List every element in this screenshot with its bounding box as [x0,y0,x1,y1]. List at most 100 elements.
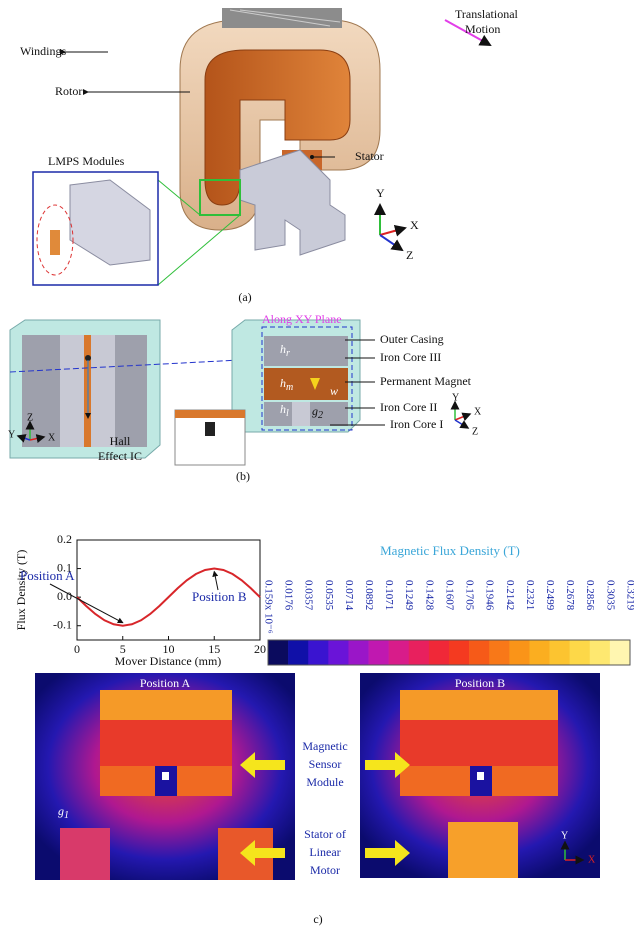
caption: (a) [238,290,251,304]
axis-label: X [588,854,596,865]
panel-b: Along XY Plane hr hm hl w g2 Outer Casin… [8,312,482,483]
label: LMPS Modules [48,154,125,168]
colorbar-cell [348,640,368,665]
colorbar-label: 0.2321 [524,580,536,610]
x-tick-label: 5 [120,642,126,656]
label: Windings [20,44,67,58]
axis-label: X [474,406,482,417]
colorbar-label: 0.1607 [443,580,455,611]
label: Rotor [55,84,82,98]
label: Permanent Magnet [380,374,472,388]
x-tick-label: 10 [163,642,175,656]
core-b-top [400,690,558,720]
axis-label: Y [8,429,15,440]
label: Stator [355,149,384,163]
colorbar-cell [509,640,529,665]
colorbar-label: 0.1705 [464,580,476,611]
axis-label: Y [561,830,568,841]
inset-sensor [50,230,60,255]
label: Sensor [309,757,342,771]
colorbar-label: 0.0357 [303,580,315,611]
label: Stator of [304,827,346,841]
colorbar-cell [550,640,570,665]
colorbar-cell [409,640,429,665]
dim-sub: l [286,408,289,419]
hall-a [162,772,169,780]
label: Motion [465,22,500,36]
colorbar-label: 0.2678 [564,580,576,611]
figure: Windings Translational Motion Rotor Stat… [0,0,634,933]
colorbar-label: 0.2142 [504,580,516,610]
colorbar-cell [449,640,469,665]
axis-label: Z [27,412,33,423]
dim-sub: 1 [64,810,69,821]
colorbar-cell [610,640,630,665]
label: Hall [110,434,131,448]
axis-arrow [380,235,402,250]
magnet-b [400,720,558,766]
colorbar-label: 0.0535 [323,580,335,611]
colorbar-cell [288,640,308,665]
axis-arrow [380,228,405,235]
colorbar-label: 0.0176 [283,580,295,611]
flux-chart: Flux Density (T) Mover Distance (mm) -0.… [14,532,266,668]
label: Iron Core III [380,350,441,364]
label: Outer Casing [380,332,444,346]
x-tick-label: 20 [254,642,266,656]
colorbar-title: Magnetic Flux Density (T) [380,543,520,558]
colorbar-label: 0.1249 [403,580,415,611]
plane-label: Along XY Plane [262,312,342,326]
colorbar-label: 0.0892 [363,580,375,610]
label: Module [306,775,343,789]
label: Effect IC [98,449,142,463]
axis-label: Y [376,186,385,200]
y-tick-label: 0.0 [57,589,72,603]
plot-title: Position B [455,676,505,690]
dim-sub: r [286,348,290,359]
x-tick-label: 15 [208,642,220,656]
y-tick-label: 0.2 [57,532,72,546]
label: Linear [309,845,340,859]
colorbar-cell [308,640,328,665]
colorbar-cell [429,640,449,665]
colorbar-cell [590,640,610,665]
label: Translational [455,7,519,21]
iron-core-3 [264,336,348,366]
dim-label: w [330,384,338,398]
hall-b [477,772,484,780]
colorbar-label: 0.3035 [604,580,616,611]
label: Iron Core II [380,400,437,414]
x-tick-label: 0 [74,642,80,656]
axis-label: X [48,432,56,443]
label: Motor [310,863,340,877]
colorbar-label: 0.2856 [584,580,596,611]
colorbar-label: 0.1071 [383,580,395,610]
colorbar-cell [469,640,489,665]
caption: c) [313,912,322,926]
colorbar-label: 0.1946 [484,580,496,611]
colorbar-cell [369,640,389,665]
axis-arrow [455,420,468,428]
axis-label: X [410,218,419,232]
label: Magnetic [302,739,347,753]
stator-a-left [60,828,110,880]
dim-sub: 2 [318,410,323,421]
panel-a: Windings Translational Motion Rotor Stat… [20,7,519,304]
colorbar-cell [529,640,549,665]
dot [310,155,314,159]
dim-sub: m [286,382,293,393]
colorbar-cell [389,640,409,665]
core-a-top [100,690,232,720]
axis-arrow [455,414,470,420]
colorbar-cell [570,640,590,665]
hall-inset [175,410,245,465]
colorbar-label: 0.3219 [624,580,634,611]
caption: (b) [236,469,250,483]
colorbar-label: 0.159x 10⁻⁶ [262,580,274,634]
colorbar-cell [489,640,509,665]
stator-b [448,822,518,878]
y-axis-label: Flux Density (T) [14,550,28,631]
magnet-a [100,720,232,766]
label: Iron Core I [390,417,443,431]
